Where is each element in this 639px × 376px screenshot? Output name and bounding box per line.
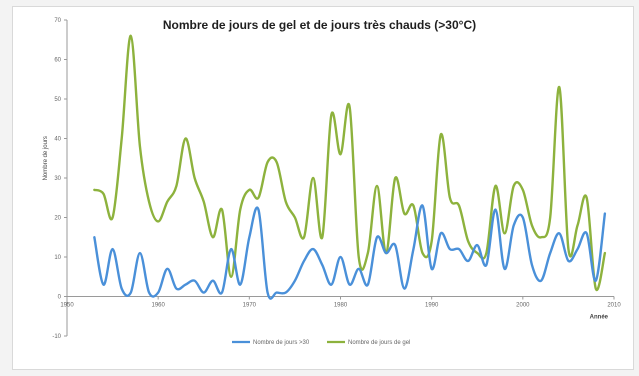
legend-label: Nombre de jours de gel xyxy=(348,340,410,346)
legend-item-hot-days: Nombre de jours >30 xyxy=(232,340,310,346)
y-tick-label: 10 xyxy=(54,255,61,261)
x-tick-label: 1980 xyxy=(334,303,348,309)
x-tick-label: 2010 xyxy=(607,303,621,309)
y-tick-label: 60 xyxy=(54,58,61,64)
y-tick-label: 0 xyxy=(58,295,62,301)
y-tick-label: 40 xyxy=(54,137,61,143)
y-tick-label: 70 xyxy=(54,18,61,24)
chart-series xyxy=(93,34,607,300)
y-tick-label: 50 xyxy=(54,97,61,103)
x-axis-label: Année xyxy=(590,315,609,321)
x-tick-label: 1960 xyxy=(151,303,165,309)
series-line-frost-days xyxy=(93,34,607,292)
x-tick-label: 1950 xyxy=(60,303,74,309)
legend-label: Nombre de jours >30 xyxy=(253,340,310,346)
y-tick-label: -10 xyxy=(52,334,61,340)
chart-legend: Nombre de jours >30 Nombre de jours de ge… xyxy=(232,340,410,346)
x-tick-label: 2000 xyxy=(516,303,530,309)
legend-item-frost-days: Nombre de jours de gel xyxy=(327,340,410,346)
y-tick-label: 30 xyxy=(54,176,61,182)
series-line-hot-days xyxy=(93,204,607,300)
y-axis-label: Nombre de jours xyxy=(43,136,49,180)
y-tick-label: 20 xyxy=(54,216,61,222)
chart-axes: -10 0 10 20 30 40 50 60 70 1950 1960 1970 1980 1990 20… xyxy=(52,18,621,340)
chart-title: Nombre de jours de gel et de jours très … xyxy=(162,18,477,32)
x-tick-label: 1970 xyxy=(243,303,257,309)
x-tick-label: 1990 xyxy=(425,303,439,309)
